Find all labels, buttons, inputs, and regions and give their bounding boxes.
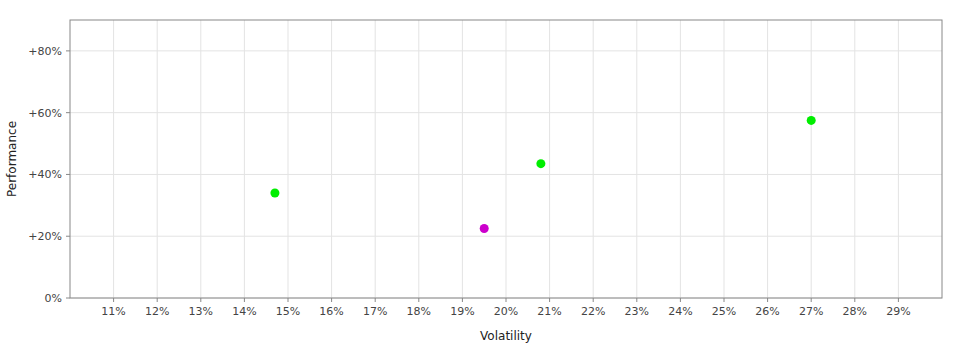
tick-label-x: 24% bbox=[668, 305, 692, 318]
grid-line-y bbox=[70, 236, 942, 237]
chart-container: 11% 12% 13% 14% 15% 16% 17% 18% 19% 20% 21% 22% 23% 2… bbox=[0, 0, 966, 350]
tick-label-x: 17% bbox=[363, 305, 387, 318]
grid-line-x bbox=[593, 20, 594, 298]
tick-label-x: 14% bbox=[232, 305, 256, 318]
tick-label-x: 27% bbox=[799, 305, 823, 318]
tick-label-x: 25% bbox=[712, 305, 736, 318]
tick-x bbox=[288, 298, 289, 302]
tick-y bbox=[66, 174, 70, 175]
tick-label-y: +60% bbox=[28, 107, 62, 120]
tick-label-x: 13% bbox=[189, 305, 213, 318]
tick-x bbox=[680, 298, 681, 302]
tick-x bbox=[200, 298, 201, 302]
tick-label-x: 28% bbox=[843, 305, 867, 318]
point bbox=[270, 188, 279, 197]
tick-label-y: 0% bbox=[45, 292, 62, 305]
plot-area bbox=[70, 20, 942, 298]
grid-line-x bbox=[288, 20, 289, 298]
tick-x bbox=[549, 298, 550, 302]
tick-label-x: 15% bbox=[276, 305, 300, 318]
tick-label-x: 21% bbox=[537, 305, 561, 318]
tick-label-x: 19% bbox=[450, 305, 474, 318]
tick-y bbox=[66, 112, 70, 113]
tick-label-x: 23% bbox=[625, 305, 649, 318]
tick-label-x: 20% bbox=[494, 305, 518, 318]
grid bbox=[70, 20, 942, 298]
tick-label-x: 16% bbox=[319, 305, 343, 318]
tick-x bbox=[767, 298, 768, 302]
tick-label-y: +80% bbox=[28, 45, 62, 58]
tick-label-x: 26% bbox=[755, 305, 779, 318]
chart: 11% 12% 13% 14% 15% 16% 17% 18% 19% 20% 21% 22% 23% 2… bbox=[0, 0, 966, 350]
grid-line-x bbox=[244, 20, 245, 298]
grid-line-y bbox=[70, 174, 942, 175]
point bbox=[480, 224, 489, 233]
tick-label-x: 29% bbox=[886, 305, 910, 318]
tick-label-x: 22% bbox=[581, 305, 605, 318]
grid-line-x bbox=[636, 20, 637, 298]
tick-x bbox=[811, 298, 812, 302]
tick-x bbox=[636, 298, 637, 302]
tick-x bbox=[462, 298, 463, 302]
tick-x bbox=[724, 298, 725, 302]
tick-label-y: +40% bbox=[28, 168, 62, 181]
tick-label-y: +20% bbox=[28, 230, 62, 243]
grid-line-x bbox=[898, 20, 899, 298]
tick-x bbox=[418, 298, 419, 302]
tick-y bbox=[66, 298, 70, 299]
point bbox=[536, 159, 545, 168]
tick-x bbox=[113, 298, 114, 302]
grid-line-x bbox=[113, 20, 114, 298]
grid-line-x bbox=[418, 20, 419, 298]
grid-line-x bbox=[549, 20, 550, 298]
points bbox=[270, 116, 815, 233]
point bbox=[807, 116, 816, 125]
grid-line-x bbox=[375, 20, 376, 298]
tick-label-x: 12% bbox=[145, 305, 169, 318]
tick-x bbox=[854, 298, 855, 302]
grid-line-x bbox=[331, 20, 332, 298]
grid-line-x bbox=[811, 20, 812, 298]
tick-x bbox=[898, 298, 899, 302]
grid-line-x bbox=[680, 20, 681, 298]
x-axis-label: Volatility bbox=[480, 329, 532, 343]
tick-x bbox=[331, 298, 332, 302]
grid-line-x bbox=[200, 20, 201, 298]
grid-line-y bbox=[70, 50, 942, 51]
tick-x bbox=[244, 298, 245, 302]
tick-label-x: 18% bbox=[407, 305, 431, 318]
tick-x bbox=[593, 298, 594, 302]
tick-y bbox=[66, 50, 70, 51]
grid-line-x bbox=[767, 20, 768, 298]
grid-line-x bbox=[506, 20, 507, 298]
grid-line-x bbox=[854, 20, 855, 298]
tick-x bbox=[506, 298, 507, 302]
tick-label-x: 11% bbox=[101, 305, 125, 318]
plot-frame bbox=[70, 20, 942, 298]
y-axis-label: Performance bbox=[5, 121, 19, 197]
tick-x bbox=[157, 298, 158, 302]
tick-y bbox=[66, 236, 70, 237]
grid-line-x bbox=[724, 20, 725, 298]
grid-line-x bbox=[157, 20, 158, 298]
grid-line-x bbox=[462, 20, 463, 298]
tick-x bbox=[375, 298, 376, 302]
grid-line-y bbox=[70, 112, 942, 113]
